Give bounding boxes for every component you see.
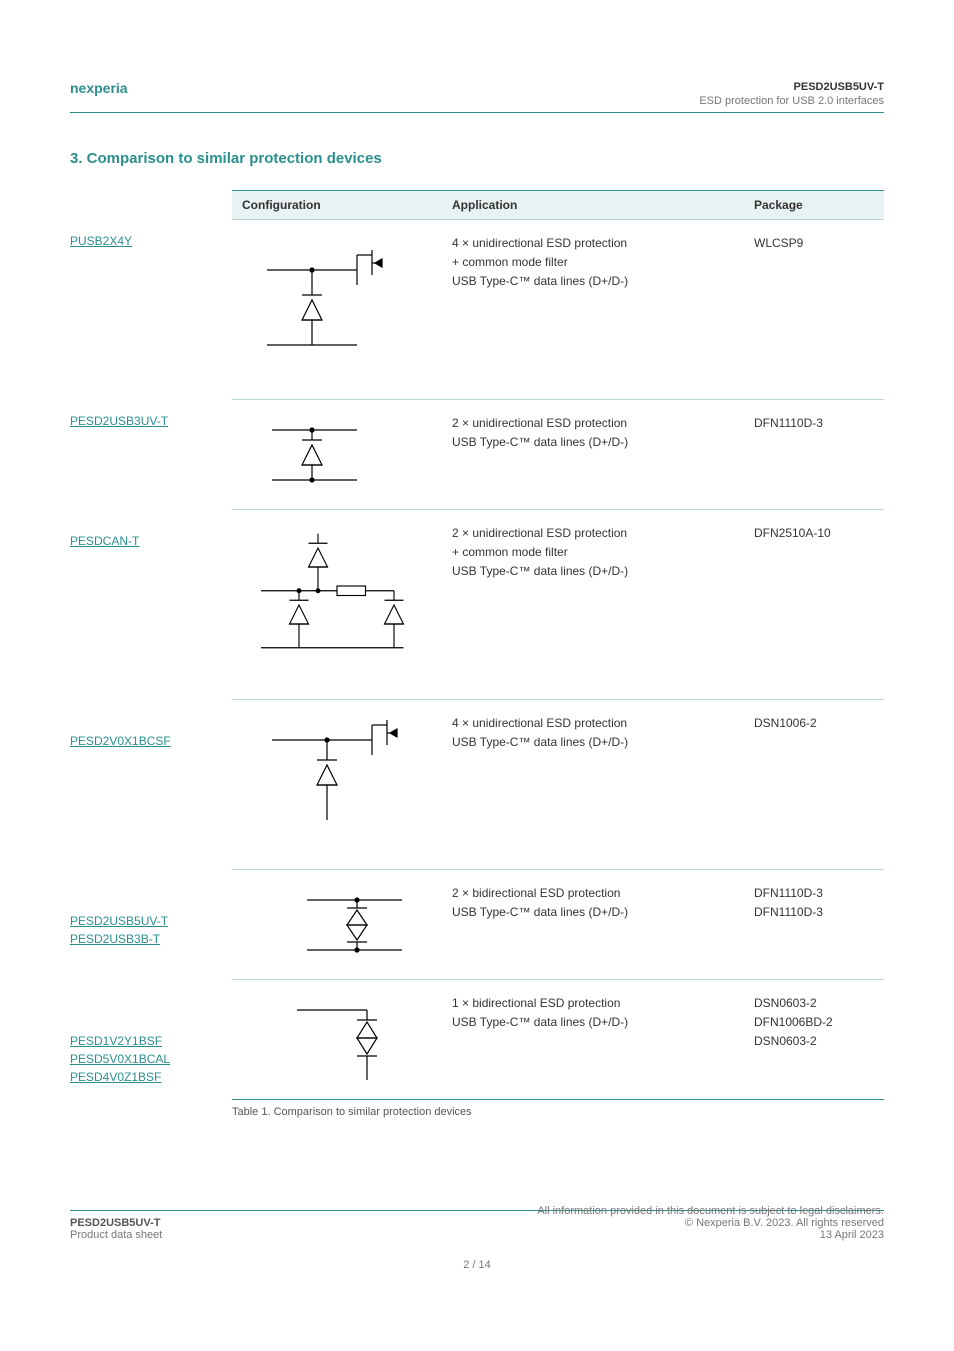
pkg-text: DFN1110D-3 [754, 884, 874, 903]
pkg-text: WLCSP9 [754, 234, 874, 253]
table-row: 2 × unidirectional ESD protection USB Ty… [232, 400, 884, 510]
part-subtitle: ESD protection for USB 2.0 interfaces [699, 95, 884, 107]
part-link-3[interactable]: PESDCAN-T [70, 532, 225, 550]
footer-left: PESD2USB5UV-T Product data sheet [70, 1217, 162, 1241]
app-text: + common mode filter [452, 543, 734, 562]
part-link-6c[interactable]: PESD4V0Z1BSF [70, 1070, 161, 1084]
section-heading: 3. Comparison to similar protection devi… [70, 150, 382, 167]
app-cell: 1 × bidirectional ESD protection USB Typ… [442, 980, 744, 1099]
schematic-cell [232, 700, 442, 869]
schematic-config2 [247, 410, 427, 500]
schematic-config5 [247, 880, 427, 970]
schematic-cell [232, 980, 442, 1099]
pkg-cell: WLCSP9 [744, 220, 884, 399]
footer-disclaimer: All information provided in this documen… [537, 1205, 884, 1217]
schematic-cell [232, 220, 442, 399]
pkg-text: DSN1006-2 [754, 714, 874, 733]
footer-copyright: © Nexperia B.V. 2023. All rights reserve… [685, 1217, 884, 1229]
app-text: USB Type-C™ data lines (D+/D-) [452, 1013, 734, 1032]
pkg-cell: DFN2510A-10 [744, 510, 884, 699]
pkg-cell: DSN1006-2 [744, 700, 884, 869]
schematic-config3 [242, 520, 432, 690]
part-link-2[interactable]: PESD2USB3UV-T [70, 412, 225, 430]
pkg-text: DSN0603-2 [754, 994, 874, 1013]
part-link-6a[interactable]: PESD1V2Y1BSF [70, 1034, 162, 1048]
part-link-5a[interactable]: PESD2USB5UV-T [70, 914, 168, 928]
table-caption: Table 1. Comparison to similar protectio… [232, 1100, 884, 1118]
comparison-table: Configuration Application Package [232, 190, 884, 1118]
table-row: 2 × unidirectional ESD protection + comm… [232, 510, 884, 700]
pkg-cell: DSN0603-2 DFN1006BD-2 DSN0603-2 [744, 980, 884, 1099]
app-cell: 2 × bidirectional ESD protection USB Typ… [442, 870, 744, 979]
part-link-6: PESD1V2Y1BSF PESD5V0X1BCAL PESD4V0Z1BSF [70, 1032, 225, 1086]
part-link-5b[interactable]: PESD2USB3B-T [70, 932, 160, 946]
pkg-cell: DFN1110D-3 [744, 400, 884, 509]
app-text: 1 × bidirectional ESD protection [452, 994, 734, 1013]
part-link-5: PESD2USB5UV-T PESD2USB3B-T [70, 912, 225, 948]
header-right: PESD2USB5UV-T ESD protection for USB 2.0… [699, 80, 884, 109]
pkg-cell: DFN1110D-3 DFN1110D-3 [744, 870, 884, 979]
footer-part: PESD2USB5UV-T [70, 1217, 160, 1229]
schematic-config6 [247, 990, 427, 1090]
th-pkg: Package [744, 191, 884, 219]
app-text: 2 × bidirectional ESD protection [452, 884, 734, 903]
app-cell: 4 × unidirectional ESD protection USB Ty… [442, 700, 744, 869]
top-rule [70, 112, 884, 113]
table-row: 4 × unidirectional ESD protection USB Ty… [232, 700, 884, 870]
page-number: 2 / 14 [0, 1259, 954, 1271]
pkg-text: DFN1110D-3 [754, 414, 874, 433]
app-text: USB Type-C™ data lines (D+/D-) [452, 562, 734, 581]
part-link-4[interactable]: PESD2V0X1BCSF [70, 732, 225, 750]
pkg-text: DFN2510A-10 [754, 524, 874, 543]
footer-doc-type: Product data sheet [70, 1229, 162, 1241]
table-head: Configuration Application Package [232, 190, 884, 220]
app-cell: 2 × unidirectional ESD protection USB Ty… [442, 400, 744, 509]
schematic-cell [232, 870, 442, 979]
schematic-cell [232, 510, 442, 699]
app-text: USB Type-C™ data lines (D+/D-) [452, 903, 734, 922]
brand-title: nexperia [70, 80, 128, 96]
table-row: 4 × unidirectional ESD protection + comm… [232, 220, 884, 400]
schematic-config4 [247, 710, 427, 860]
th-config: Configuration [232, 191, 442, 219]
app-text: USB Type-C™ data lines (D+/D-) [452, 433, 734, 452]
pkg-text: DSN0603-2 [754, 1032, 874, 1051]
schematic-cell [232, 400, 442, 509]
part-link-5a-text: PESD2USB5UV-T [70, 914, 168, 928]
app-text: 2 × unidirectional ESD protection [452, 524, 734, 543]
app-cell: 2 × unidirectional ESD protection + comm… [442, 510, 744, 699]
part-link-5b-text: PESD2USB3B-T [70, 932, 160, 946]
table-row: 2 × bidirectional ESD protection USB Typ… [232, 870, 884, 980]
pkg-text: DFN1006BD-2 [754, 1013, 874, 1032]
part-link-1[interactable]: PUSB2X4Y [70, 232, 225, 250]
part-link-6b[interactable]: PESD5V0X1BCAL [70, 1052, 170, 1066]
footer-date: 13 April 2023 [820, 1229, 884, 1241]
app-text: 4 × unidirectional ESD protection [452, 234, 734, 253]
app-text: + common mode filter [452, 253, 734, 272]
pkg-text: DFN1110D-3 [754, 903, 874, 922]
table-row: 1 × bidirectional ESD protection USB Typ… [232, 980, 884, 1100]
schematic-config1 [247, 235, 427, 385]
part-number: PESD2USB5UV-T [794, 81, 884, 93]
app-text: USB Type-C™ data lines (D+/D-) [452, 733, 734, 752]
app-text: 2 × unidirectional ESD protection [452, 414, 734, 433]
page: nexperia PESD2USB5UV-T ESD protection fo… [0, 0, 954, 1351]
app-text: USB Type-C™ data lines (D+/D-) [452, 272, 734, 291]
app-cell: 4 × unidirectional ESD protection + comm… [442, 220, 744, 399]
app-text: 4 × unidirectional ESD protection [452, 714, 734, 733]
th-app: Application [442, 191, 744, 219]
footer-right: All information provided in this documen… [537, 1205, 884, 1241]
